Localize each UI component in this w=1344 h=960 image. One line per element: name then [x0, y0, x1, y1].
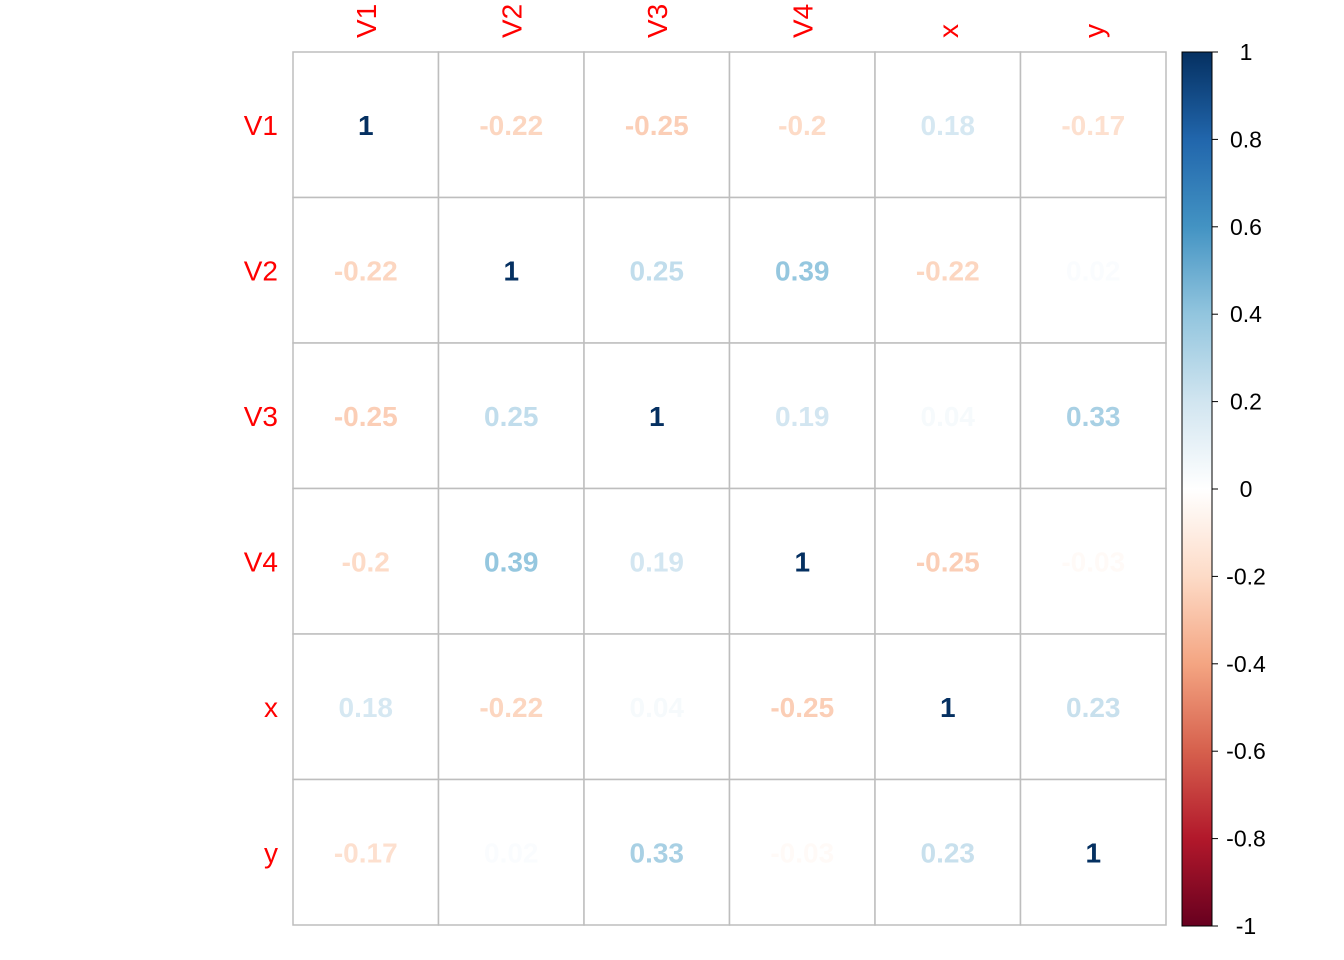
matrix-cell-x-V3 [583, 633, 731, 781]
row-label-y: y [264, 837, 278, 868]
cell-value-V4-V2: 0.39 [484, 546, 539, 577]
matrix-cell-V1-V1 [292, 51, 440, 199]
matrix-cell-y-V1 [292, 778, 440, 926]
color-legend-tick-label: -1 [1236, 913, 1256, 939]
cell-value-V2-V3: 0.25 [630, 255, 685, 286]
cell-value-V3-V4: 0.19 [775, 401, 830, 432]
color-legend-tick-label: 0 [1240, 476, 1253, 502]
cell-value-x-V4: -0.25 [770, 692, 834, 723]
cell-value-V1-V2: -0.22 [479, 110, 543, 141]
color-legend-tick-label: 0.2 [1230, 389, 1262, 415]
matrix-cell-V1-V4 [728, 51, 876, 199]
matrix-cell-V2-V2 [437, 196, 585, 344]
column-labels: V1 V2 V3 V4 x y [351, 4, 1110, 38]
matrix-cell-x-V4 [728, 633, 876, 781]
column-label-V3: V3 [642, 4, 673, 38]
cell-value-V2-V2: 1 [503, 255, 519, 286]
color-legend: 1 0.8 0.6 0.4 0.2 0 -0.2 -0.4 -0.6 -0.8 -1 [1181, 39, 1266, 939]
row-label-x: x [264, 692, 278, 723]
cell-value-x-V1: 0.18 [339, 692, 394, 723]
matrix-cell-V1-V2 [437, 51, 585, 199]
cell-value-V4-V1: -0.2 [342, 546, 390, 577]
matrix-cell-V4-x [874, 487, 1022, 635]
column-label-x: x [933, 24, 964, 38]
cell-value-V3-V2: 0.25 [484, 401, 539, 432]
cell-value-V4-x: -0.25 [916, 546, 980, 577]
cell-value-V1-V3: -0.25 [625, 110, 689, 141]
cell-value-V1-V4: -0.2 [778, 110, 826, 141]
matrix-cell-V2-V4 [728, 196, 876, 344]
cell-value-V4-V3: 0.19 [630, 546, 685, 577]
color-legend-tick-label: -0.4 [1226, 651, 1266, 677]
cell-value-x-V3: 0.04 [630, 692, 685, 723]
matrix-cell-V4-V3 [583, 487, 731, 635]
matrix-cell-y-y [1019, 778, 1167, 926]
cell-value-y-V3: 0.33 [630, 837, 685, 868]
matrix-cell-V3-x [874, 342, 1022, 490]
matrix-cell-V1-y [1019, 51, 1167, 199]
row-label-V2: V2 [244, 255, 278, 286]
cell-value-y-V4: -0.03 [770, 837, 834, 868]
color-legend-tick-label: -0.2 [1226, 563, 1266, 589]
matrix-cell-x-V1 [292, 633, 440, 781]
matrix-cell-V3-V1 [292, 342, 440, 490]
matrix-cell-x-y [1019, 633, 1167, 781]
cell-value-x-x: 1 [940, 692, 956, 723]
matrix-cell-V4-y [1019, 487, 1167, 635]
cell-value-V1-x: 0.18 [921, 110, 976, 141]
color-legend-tick-label: 1 [1240, 39, 1253, 65]
cell-value-V2-V4: 0.39 [775, 255, 830, 286]
color-legend-bar [1181, 51, 1213, 927]
cell-value-y-y: 1 [1085, 837, 1101, 868]
row-label-V4: V4 [244, 546, 278, 577]
cell-value-V3-y: 0.33 [1066, 401, 1121, 432]
matrix-cell-V3-V4 [728, 342, 876, 490]
cell-value-V2-x: -0.22 [916, 255, 980, 286]
color-legend-tick-label: 0.4 [1230, 301, 1262, 327]
matrix-cell-V3-y [1019, 342, 1167, 490]
row-label-V3: V3 [244, 401, 278, 432]
color-legend-tick-label: 0.6 [1230, 214, 1262, 240]
color-legend-tick-label: -0.6 [1226, 738, 1266, 764]
cell-value-V4-V4: 1 [794, 546, 810, 577]
matrix-cell-y-V4 [728, 778, 876, 926]
matrix-cells: 1 -0.22 -0.25 -0.2 0.18 -0.17 -0.22 1 0.25 0.39 -0… [292, 51, 1167, 926]
column-label-y: y [1078, 24, 1109, 38]
cell-value-y-x: 0.23 [921, 837, 976, 868]
matrix-cell-x-x [874, 633, 1022, 781]
matrix-cell-V4-V1 [292, 487, 440, 635]
matrix-cell-V3-V3 [583, 342, 731, 490]
cell-value-y-V1: -0.17 [334, 837, 398, 868]
matrix-cell-y-x [874, 778, 1022, 926]
matrix-cell-V1-V3 [583, 51, 731, 199]
color-legend-tick-label: -0.8 [1226, 826, 1266, 852]
color-legend-tick-label: 0.8 [1230, 126, 1262, 152]
cell-value-V2-V1: -0.22 [334, 255, 398, 286]
matrix-cell-V4-V2 [437, 487, 585, 635]
matrix-cell-V4-V4 [728, 487, 876, 635]
cell-value-V3-V3: 1 [649, 401, 665, 432]
column-label-V1: V1 [351, 4, 382, 38]
cell-value-x-y: 0.23 [1066, 692, 1121, 723]
cell-value-V1-y: -0.17 [1061, 110, 1125, 141]
matrix-cell-V2-y [1019, 196, 1167, 344]
row-label-V1: V1 [244, 110, 278, 141]
cell-value-V1-V1: 1 [358, 110, 374, 141]
cell-value-x-V2: -0.22 [479, 692, 543, 723]
matrix-cell-V1-x [874, 51, 1022, 199]
cell-value-V3-V1: -0.25 [334, 401, 398, 432]
column-label-V2: V2 [496, 4, 527, 38]
cell-value-V3-x: 0.04 [921, 401, 976, 432]
cell-value-V2-y: 0.02 [1066, 255, 1121, 286]
column-label-V4: V4 [787, 4, 818, 38]
cell-value-V4-y: -0.03 [1061, 546, 1125, 577]
matrix-cell-V3-V2 [437, 342, 585, 490]
cell-value-y-V2: 0.02 [484, 837, 539, 868]
row-labels: V1 V2 V3 V4 x y [244, 110, 278, 869]
